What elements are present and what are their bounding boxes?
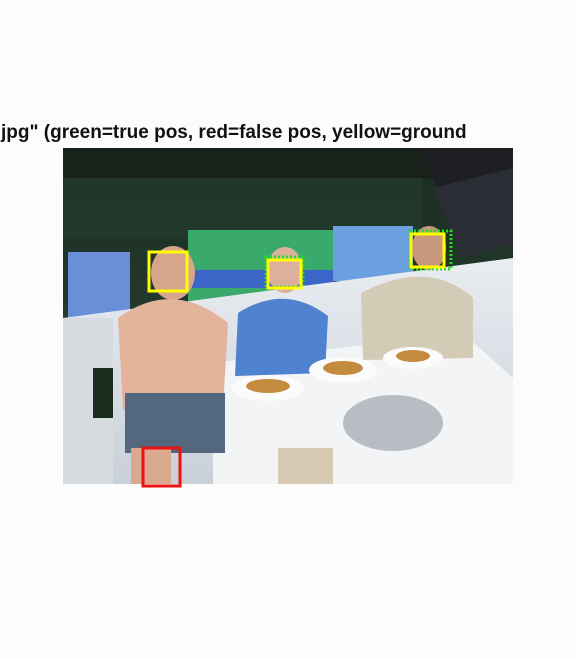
false-positive-box-knee — [141, 446, 182, 488]
detection-boxes — [141, 229, 453, 488]
true-positive-box-face-3 — [408, 229, 453, 271]
person-left — [118, 246, 228, 484]
food-plates — [232, 347, 443, 484]
figure-title: 538.jpg" (green=true pos, red=false pos,… — [0, 118, 576, 148]
figure-title-text: 538.jpg" (green=true pos, red=false pos,… — [0, 122, 467, 143]
photo — [63, 148, 513, 488]
ground-truth-box-face-3 — [409, 232, 446, 269]
person-right — [361, 226, 473, 360]
ground-truth-box-face-1 — [147, 250, 189, 293]
ground-truth-box-face-2 — [266, 258, 303, 290]
photo-canvas — [63, 148, 513, 488]
